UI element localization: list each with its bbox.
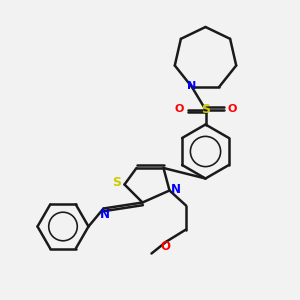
Text: N: N — [187, 81, 196, 91]
Text: S: S — [201, 103, 210, 116]
Text: O: O — [227, 104, 237, 115]
Text: O: O — [174, 104, 184, 115]
Text: N: N — [171, 183, 181, 196]
Text: N: N — [100, 208, 110, 221]
Text: S: S — [112, 176, 122, 190]
Text: O: O — [160, 240, 170, 254]
